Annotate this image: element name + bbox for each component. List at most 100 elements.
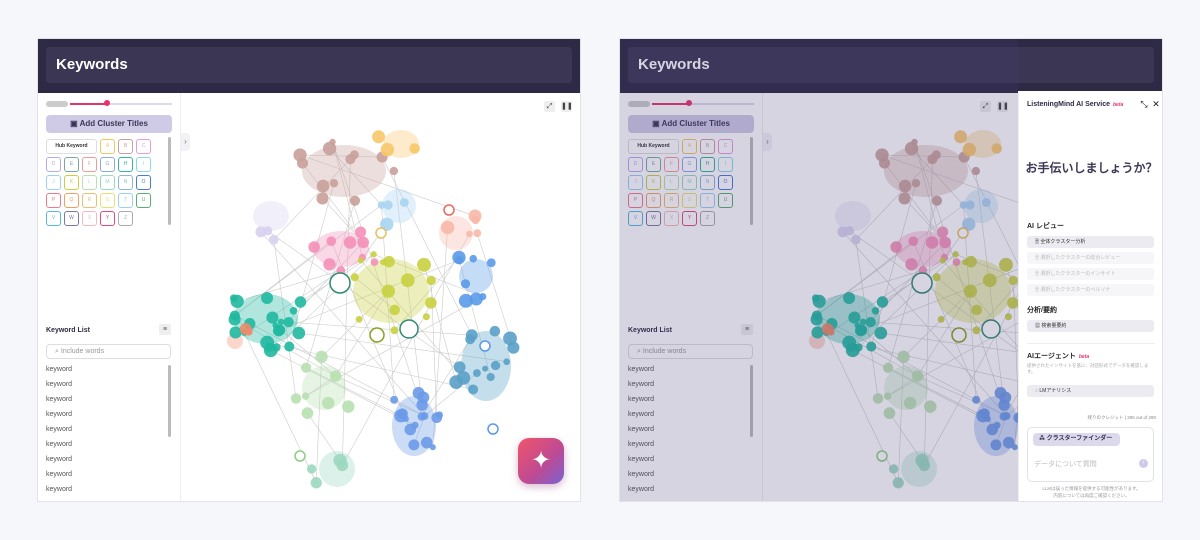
graph-node[interactable] [999, 257, 1013, 272]
cluster-chip[interactable]: T [700, 193, 715, 208]
keyword-list-item[interactable]: keyword [628, 396, 655, 403]
cluster-chip[interactable]: O [718, 175, 733, 190]
graph-node[interactable] [986, 423, 999, 436]
cluster-chip[interactable]: J [46, 175, 61, 190]
graph-node[interactable] [284, 341, 295, 352]
graph-node[interactable] [905, 258, 918, 271]
cluster-chip[interactable]: A [100, 139, 115, 154]
graph-node[interactable] [972, 395, 981, 404]
graph-node[interactable] [229, 326, 242, 339]
graph-node[interactable] [843, 291, 856, 304]
graph-node[interactable] [456, 371, 471, 385]
keyword-list-item[interactable]: keyword [46, 366, 73, 373]
cluster-chip[interactable]: X [82, 211, 97, 226]
graph-node[interactable] [908, 236, 919, 246]
cluster-chip[interactable]: L [664, 175, 679, 190]
cluster-chip[interactable]: L [82, 175, 97, 190]
ai-review-item[interactable]: 🗎 選択したクラスターのペルソナ [1027, 284, 1154, 296]
graph-node[interactable] [897, 350, 910, 363]
graph-node[interactable] [939, 257, 946, 264]
list-scrollbar[interactable] [168, 365, 171, 437]
agent-item[interactable]: ◌ LMアナリシス [1027, 385, 1154, 397]
cluster-chip[interactable]: V [628, 211, 643, 226]
graph-node[interactable] [431, 412, 443, 424]
graph-node[interactable] [990, 439, 1002, 451]
graph-node[interactable] [892, 477, 904, 489]
graph-node[interactable] [883, 407, 896, 419]
cluster-chip[interactable]: K [64, 175, 79, 190]
graph-node[interactable] [377, 201, 386, 209]
cluster-chip[interactable]: B [700, 139, 715, 154]
graph-node[interactable] [440, 220, 455, 235]
graph-node[interactable] [316, 179, 330, 193]
keyword-list-item[interactable]: keyword [628, 366, 655, 373]
graph-node[interactable] [471, 215, 480, 225]
cluster-chip[interactable]: X [664, 211, 679, 226]
graph-node[interactable] [911, 179, 921, 188]
graph-node[interactable] [882, 362, 894, 373]
keyword-list-item[interactable]: keyword [46, 381, 73, 388]
graph-node[interactable] [890, 241, 902, 253]
keyword-list-item[interactable]: keyword [628, 471, 655, 478]
cluster-finder-button[interactable]: ⁂ クラスターファインダー [1033, 433, 1120, 446]
graph-node[interactable] [274, 324, 286, 336]
keyword-list-item[interactable]: keyword [46, 441, 73, 448]
graph-node[interactable] [409, 143, 420, 154]
graph-node[interactable] [310, 477, 322, 489]
scrollbar[interactable] [750, 137, 753, 225]
graph-node[interactable] [289, 307, 298, 315]
graph-node[interactable] [326, 236, 337, 246]
cluster-chip[interactable]: R [82, 193, 97, 208]
cluster-chip[interactable]: N [118, 175, 133, 190]
ai-review-item[interactable]: 🗎 選択したクラスターのインサイト [1027, 268, 1154, 280]
cluster-chip[interactable]: Q [64, 193, 79, 208]
graph-node[interactable] [301, 392, 310, 400]
graph-node[interactable] [357, 257, 364, 264]
graph-node[interactable] [991, 143, 1002, 154]
graph-node[interactable] [486, 372, 495, 382]
graph-node[interactable] [915, 453, 929, 468]
cluster-chip[interactable]: K [646, 175, 661, 190]
graph-node[interactable] [962, 258, 969, 266]
keyword-list-item[interactable]: keyword [46, 471, 73, 478]
cluster-chip[interactable]: I [136, 157, 151, 172]
keyword-list-item[interactable]: keyword [628, 486, 655, 493]
cluster-chip[interactable]: Q [646, 193, 661, 208]
graph-node[interactable] [466, 230, 473, 238]
graph-node[interactable] [469, 254, 478, 263]
graph-node[interactable] [389, 166, 399, 176]
graph-node[interactable] [301, 407, 314, 419]
cluster-chip[interactable]: R [664, 193, 679, 208]
cluster-chip[interactable]: F [664, 157, 679, 172]
cluster-chip[interactable]: D [46, 157, 61, 172]
graph-node[interactable] [486, 258, 496, 268]
graph-node[interactable] [355, 226, 367, 238]
cluster-chip[interactable]: N [700, 175, 715, 190]
graph-node[interactable] [380, 142, 395, 157]
graph-node[interactable] [972, 326, 981, 335]
cluster-chip[interactable]: O [136, 175, 151, 190]
graph-node[interactable] [399, 198, 409, 208]
graph-node[interactable] [1002, 412, 1011, 420]
keyword-network-graph[interactable] [181, 93, 581, 502]
pause-icon[interactable]: ❚❚ [561, 101, 573, 112]
graph-node[interactable] [503, 358, 510, 366]
send-icon[interactable]: ↑ [1139, 459, 1148, 468]
graph-node[interactable] [383, 255, 395, 268]
graph-node[interactable] [381, 284, 396, 298]
summary-item[interactable]: ▦ 検索量要約 [1027, 320, 1154, 332]
graph-node[interactable] [412, 387, 425, 399]
graph-node[interactable] [871, 307, 880, 315]
cluster-chip[interactable]: P [46, 193, 61, 208]
graph-node[interactable] [329, 179, 339, 188]
expand-icon[interactable]: ⤢ [544, 101, 555, 112]
keyword-list-item[interactable]: keyword [46, 396, 73, 403]
graph-node[interactable] [489, 325, 501, 337]
graph-node[interactable] [965, 200, 975, 210]
chat-input-box[interactable]: ⁂ クラスターファインダー データについて質問 ↑ [1027, 427, 1154, 482]
graph-node[interactable] [937, 315, 945, 323]
zoom-slider[interactable] [46, 100, 172, 109]
keyword-list-item[interactable]: keyword [628, 456, 655, 463]
graph-node[interactable] [959, 201, 968, 209]
graph-node[interactable] [266, 311, 279, 324]
